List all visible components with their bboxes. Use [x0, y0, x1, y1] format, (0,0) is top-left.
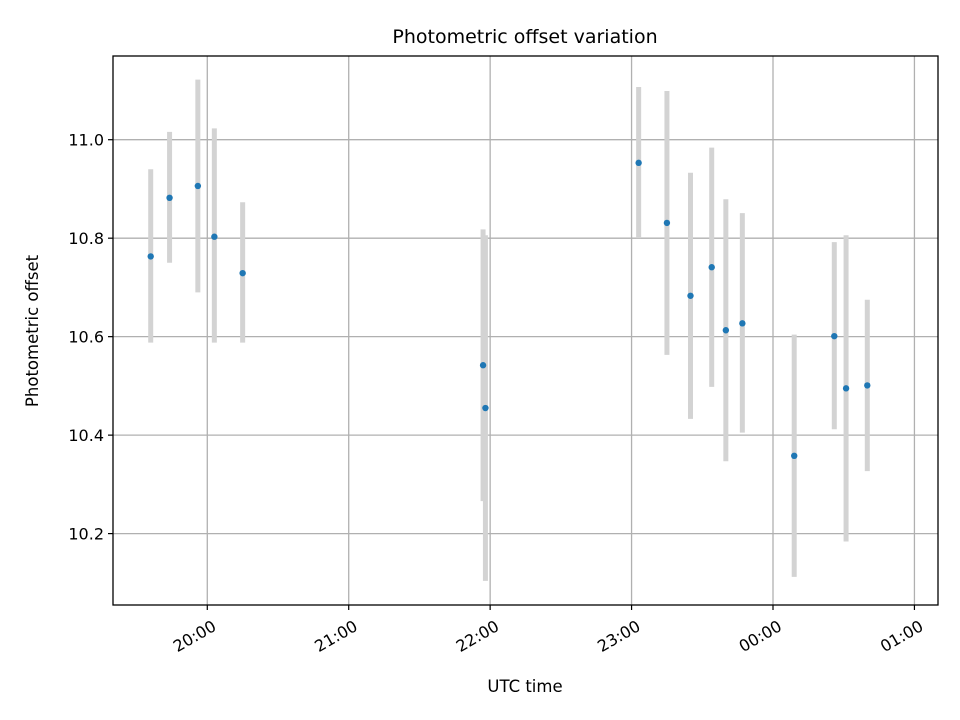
chart-title: Photometric offset variation [392, 26, 657, 48]
y-axis-label: Photometric offset [23, 254, 42, 407]
grid-layer [113, 56, 938, 605]
data-point [166, 194, 173, 202]
data-point [239, 269, 246, 277]
data-point [635, 159, 642, 167]
y-tick-label: 10.4 [68, 426, 104, 445]
data-point [739, 320, 746, 327]
data-point [864, 382, 871, 389]
x-axis-label: UTC time [487, 677, 562, 696]
data-point [842, 385, 850, 392]
data-point [722, 327, 730, 334]
y-tick-label: 10.2 [68, 525, 104, 544]
y-tick-label: 10.8 [68, 229, 104, 248]
data-point [211, 233, 218, 240]
marker-layer [147, 159, 871, 460]
data-point [831, 332, 838, 340]
data-point [147, 253, 154, 260]
y-tick-label: 11.0 [68, 131, 104, 150]
data-point [482, 404, 489, 412]
data-point [663, 219, 671, 227]
data-point [687, 292, 694, 299]
data-point [708, 264, 715, 271]
plot-area-frame [112, 55, 939, 606]
y-tick-label: 10.6 [68, 328, 104, 347]
data-point [791, 452, 798, 460]
data-point [194, 182, 202, 190]
data-point [479, 362, 487, 369]
